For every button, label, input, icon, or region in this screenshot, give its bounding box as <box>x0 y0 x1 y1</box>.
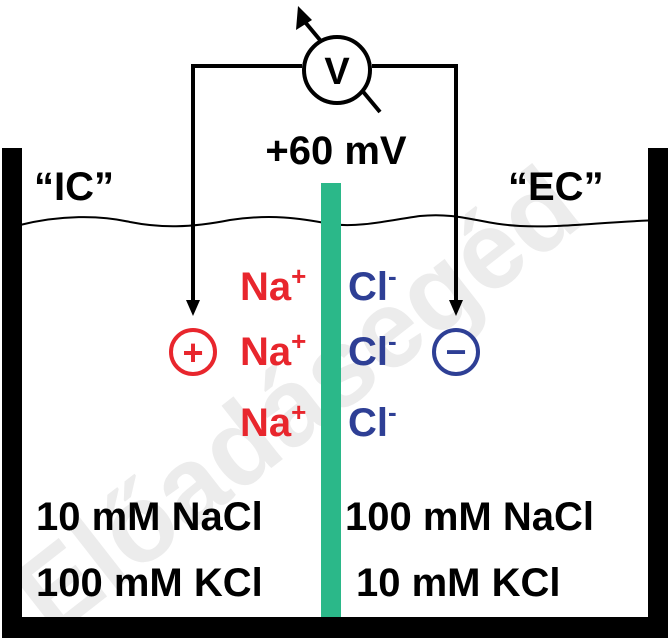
left-solution-nacl: 10 mM NaCl <box>36 495 263 539</box>
voltmeter-needle-arrowhead <box>296 6 312 30</box>
container-right-wall <box>648 148 668 638</box>
sodium-ion: Na+ <box>240 397 306 445</box>
left-solution-kcl: 100 mM KCl <box>36 561 263 605</box>
chloride-ion: Cl- <box>348 326 397 374</box>
sodium-ion: Na+ <box>240 326 306 374</box>
wire-right <box>372 64 458 302</box>
wire-left <box>191 64 302 302</box>
sodium-ion: Na+ <box>240 261 306 309</box>
right-solution-nacl: 100 mM NaCl <box>345 495 594 539</box>
right-electrode-arrowhead <box>449 300 463 316</box>
chloride-ion: Cl- <box>348 397 397 445</box>
voltage-reading: +60 mV <box>265 129 407 173</box>
container-left-wall <box>2 148 22 638</box>
voltmeter-circle <box>302 35 372 105</box>
negative-electrode-sign: − <box>445 331 466 372</box>
positive-electrode-sign: + <box>182 332 203 373</box>
container-bottom <box>2 617 668 638</box>
positive-electrode-icon <box>169 328 217 376</box>
right-compartment-name: “EC” <box>508 165 604 209</box>
negative-electrode-icon <box>432 328 480 376</box>
voltmeter-symbol: V <box>324 51 350 93</box>
left-compartment-name: “IC” <box>34 165 114 209</box>
chloride-ion: Cl- <box>348 261 397 309</box>
membrane <box>321 183 341 617</box>
right-solution-kcl: 10 mM KCl <box>356 561 561 605</box>
left-electrode-arrowhead <box>186 300 200 316</box>
